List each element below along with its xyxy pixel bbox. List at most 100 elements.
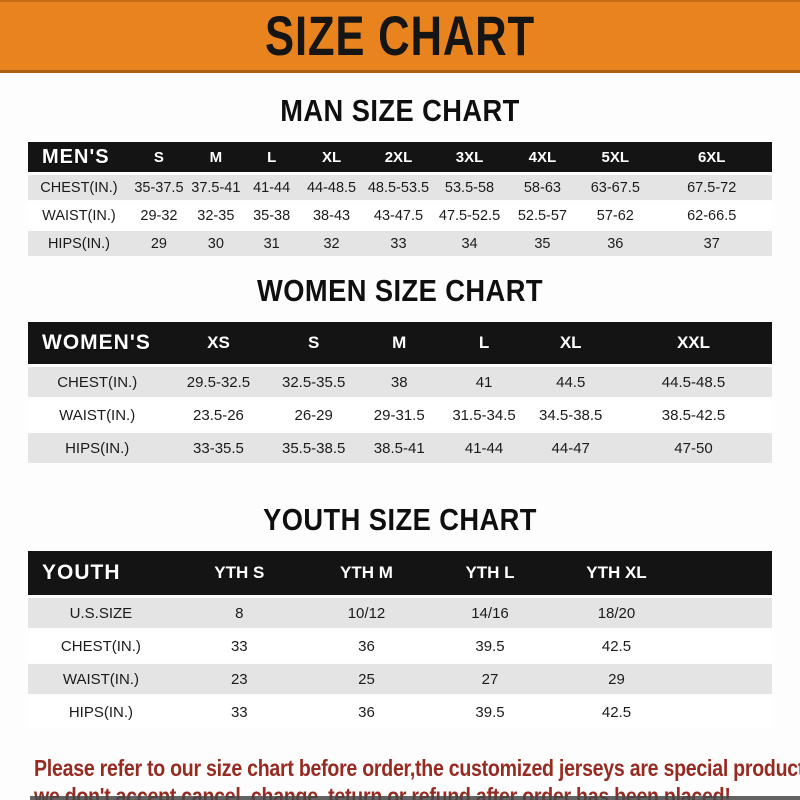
table-row: HIPS(IN.) 33 36 39.5 42.5 xyxy=(28,697,772,727)
section-man-size-chart: MAN SIZE CHART MEN'S S M L XL 2XL 3XL 4XL 5XL 6XL C… xyxy=(0,93,800,259)
table-row: CHEST(IN.) 35-37.5 37.5-41 41-44 44-48.5 48.5… xyxy=(28,175,772,200)
row-label: HIPS(IN.) xyxy=(28,433,167,463)
column-header: L xyxy=(243,142,300,172)
size-value-empty xyxy=(681,631,772,661)
size-value: 44.5 xyxy=(526,367,615,397)
size-value: 35.5-38.5 xyxy=(270,433,357,463)
column-header: YTH L xyxy=(428,551,552,595)
size-value: 47.5-52.5 xyxy=(433,203,506,228)
size-value: 62-66.5 xyxy=(651,203,772,228)
size-value: 35-38 xyxy=(243,203,300,228)
size-value-empty xyxy=(681,598,772,628)
column-header: 4XL xyxy=(505,142,580,172)
section-title: MAN SIZE CHART xyxy=(280,93,520,128)
size-value: 43-47.5 xyxy=(363,203,434,228)
size-value: 23 xyxy=(173,664,305,694)
size-value: 8 xyxy=(173,598,305,628)
size-value: 33-35.5 xyxy=(166,433,271,463)
size-value: 41 xyxy=(441,367,527,397)
column-header: XS xyxy=(166,322,271,364)
row-label: CHEST(IN.) xyxy=(28,367,167,397)
size-value: 44-48.5 xyxy=(299,175,364,200)
size-value: 36 xyxy=(579,231,652,256)
column-header: S xyxy=(270,322,357,364)
size-value: 29 xyxy=(129,231,188,256)
size-value: 63-67.5 xyxy=(579,175,652,200)
size-value: 29 xyxy=(551,664,682,694)
row-label: WAIST(IN.) xyxy=(28,400,167,430)
size-value: 42.5 xyxy=(551,631,682,661)
section-women-size-chart: WOMEN SIZE CHART WOMEN'S XS S M L XL XXL CHEST(I… xyxy=(0,273,800,466)
size-value: 29.5-32.5 xyxy=(166,367,271,397)
size-value: 38 xyxy=(356,367,442,397)
size-value: 32-35 xyxy=(187,203,244,228)
women-s-size-table: WOMEN'S XS S M L XL XXL CHEST(IN.) 29.5-32.5 32.5… xyxy=(28,319,772,466)
youth-size-table: YOUTH YTH S YTH M YTH L YTH XL U.S.SIZE 8 10/12… xyxy=(28,548,772,730)
size-value: 35 xyxy=(505,231,580,256)
row-label: WAIST(IN.) xyxy=(28,203,130,228)
size-value: 42.5 xyxy=(551,697,682,727)
column-header: M xyxy=(356,322,442,364)
header-row: WOMEN'S XS S M L XL XXL xyxy=(28,322,772,364)
column-header: YTH S xyxy=(173,551,305,595)
row-label: U.S.SIZE xyxy=(28,598,174,628)
group-label: MEN'S xyxy=(28,142,130,172)
row-label: HIPS(IN.) xyxy=(28,231,130,256)
men-s-size-table: MEN'S S M L XL 2XL 3XL 4XL 5XL 6XL CHEST(IN.) 35-37… xyxy=(28,139,772,259)
table-row: CHEST(IN.) 33 36 39.5 42.5 xyxy=(28,631,772,661)
column-header: 6XL xyxy=(651,142,772,172)
size-value: 67.5-72 xyxy=(651,175,772,200)
size-value: 44-47 xyxy=(526,433,615,463)
size-value: 31 xyxy=(243,231,300,256)
row-label: HIPS(IN.) xyxy=(28,697,174,727)
size-value: 38.5-42.5 xyxy=(614,400,772,430)
footer-notice: Please refer to our size chart before or… xyxy=(34,754,800,800)
size-value: 31.5-34.5 xyxy=(441,400,527,430)
size-value: 14/16 xyxy=(428,598,552,628)
notice-line-1: Please refer to our size chart before or… xyxy=(34,755,800,781)
column-header: YTH M xyxy=(304,551,429,595)
size-value: 18/20 xyxy=(551,598,682,628)
row-label: WAIST(IN.) xyxy=(28,664,174,694)
size-value: 39.5 xyxy=(428,631,552,661)
size-value: 10/12 xyxy=(304,598,429,628)
section-title: YOUTH SIZE CHART xyxy=(263,502,537,537)
column-header: XL xyxy=(299,142,364,172)
column-header: 3XL xyxy=(433,142,506,172)
size-value: 41-44 xyxy=(243,175,300,200)
size-value: 38.5-41 xyxy=(356,433,442,463)
size-value: 29-32 xyxy=(129,203,188,228)
column-header: 5XL xyxy=(579,142,652,172)
size-value: 53.5-58 xyxy=(433,175,506,200)
notice-line-2: we don't accept cancel, change, teturn o… xyxy=(34,783,731,800)
size-value: 29-31.5 xyxy=(356,400,442,430)
size-value: 34 xyxy=(433,231,506,256)
size-value: 32.5-35.5 xyxy=(270,367,357,397)
size-value-empty xyxy=(681,664,772,694)
size-value: 32 xyxy=(299,231,364,256)
column-header-empty xyxy=(681,551,772,595)
size-value: 57-62 xyxy=(579,203,652,228)
group-label: YOUTH xyxy=(28,551,174,595)
size-value: 35-37.5 xyxy=(129,175,188,200)
table-row: CHEST(IN.) 29.5-32.5 32.5-35.5 38 41 44.5 44.5… xyxy=(28,367,772,397)
size-value: 58-63 xyxy=(505,175,580,200)
size-value: 27 xyxy=(428,664,552,694)
banner-title: SIZE CHART xyxy=(265,4,535,67)
header-row: YOUTH YTH S YTH M YTH L YTH XL xyxy=(28,551,772,595)
column-header: XL xyxy=(526,322,615,364)
size-value: 26-29 xyxy=(270,400,357,430)
column-header: M xyxy=(187,142,244,172)
size-value: 33 xyxy=(173,697,305,727)
column-header: 2XL xyxy=(363,142,434,172)
size-value: 41-44 xyxy=(441,433,527,463)
column-header: XXL xyxy=(614,322,772,364)
header-row: MEN'S S M L XL 2XL 3XL 4XL 5XL 6XL xyxy=(28,142,772,172)
size-value: 38-43 xyxy=(299,203,364,228)
size-value-empty xyxy=(681,697,772,727)
size-value: 34.5-38.5 xyxy=(526,400,615,430)
size-value: 25 xyxy=(304,664,429,694)
column-header: S xyxy=(129,142,188,172)
table-row: HIPS(IN.) 33-35.5 35.5-38.5 38.5-41 41-44 44-… xyxy=(28,433,772,463)
